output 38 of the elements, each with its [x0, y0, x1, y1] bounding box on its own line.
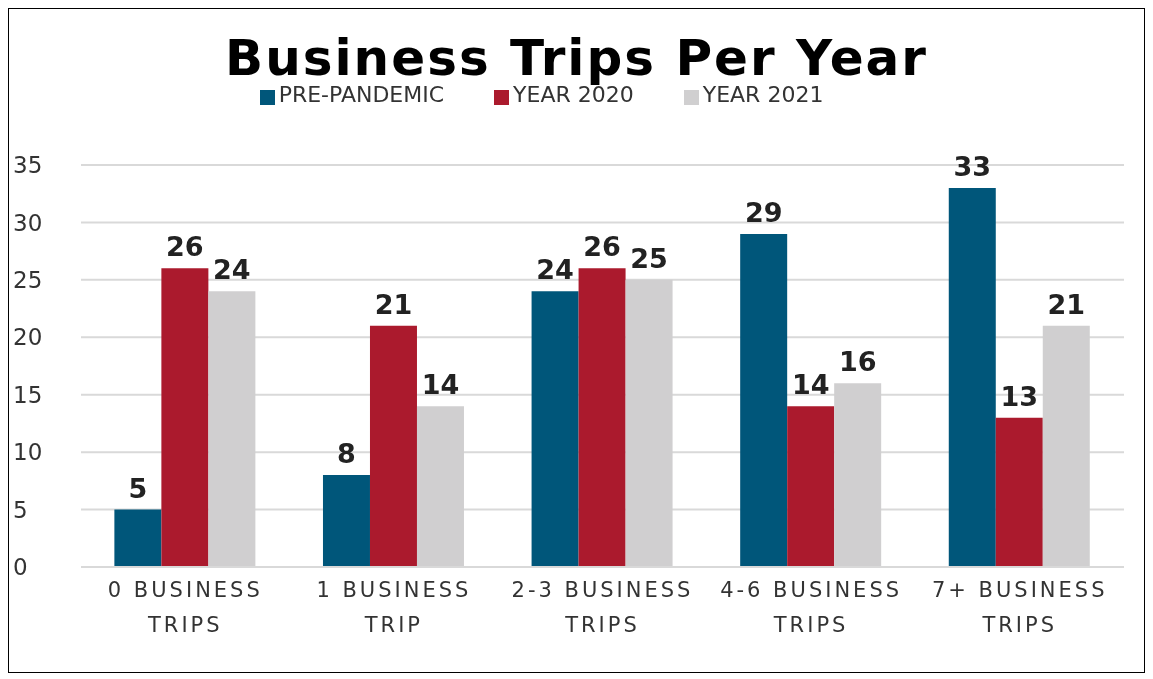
- y-tick-label: 15: [13, 381, 43, 408]
- y-tick-label: 25: [13, 267, 43, 294]
- data-label: 14: [791, 369, 830, 401]
- data-label: 29: [744, 196, 783, 228]
- bar: [161, 268, 209, 567]
- data-label: 16: [838, 346, 877, 378]
- data-label: 5: [128, 472, 148, 504]
- y-tick-label: 0: [13, 554, 28, 581]
- x-tick-label: 0 BUSINESS TRIPS: [107, 578, 263, 637]
- data-label: 33: [953, 150, 992, 182]
- y-tick-label: 10: [13, 439, 43, 466]
- data-label: 24: [536, 254, 574, 286]
- data-label: 26: [583, 231, 621, 263]
- bar: [578, 268, 626, 567]
- bar: [740, 233, 788, 567]
- y-tick-label: 5: [13, 496, 28, 523]
- bar: [369, 325, 417, 567]
- data-label: 24: [213, 254, 251, 286]
- y-tick-label: 30: [13, 209, 43, 236]
- data-label: 8: [337, 438, 356, 470]
- data-label: 14: [421, 369, 460, 401]
- data-label: 21: [1047, 288, 1086, 320]
- x-tick-label: 4-6 BUSINESS TRIPS: [720, 578, 903, 637]
- y-tick-label: 35: [13, 152, 43, 179]
- data-label: 21: [374, 288, 413, 320]
- data-label: 26: [166, 231, 204, 263]
- x-tick-label: 2-3 BUSINESS TRIPS: [511, 578, 694, 637]
- bar: [114, 509, 162, 567]
- bar: [787, 406, 835, 567]
- bar: [531, 291, 579, 567]
- y-tick-label: 20: [13, 324, 43, 351]
- bar: [995, 417, 1043, 567]
- bar: [948, 187, 996, 567]
- bar: [322, 475, 370, 567]
- x-tick-label: 7+ BUSINESS TRIPS: [931, 578, 1108, 637]
- data-label: 13: [1000, 380, 1039, 412]
- x-tick-label: 1 BUSINESS TRIP: [316, 578, 472, 637]
- data-label: 25: [630, 242, 668, 274]
